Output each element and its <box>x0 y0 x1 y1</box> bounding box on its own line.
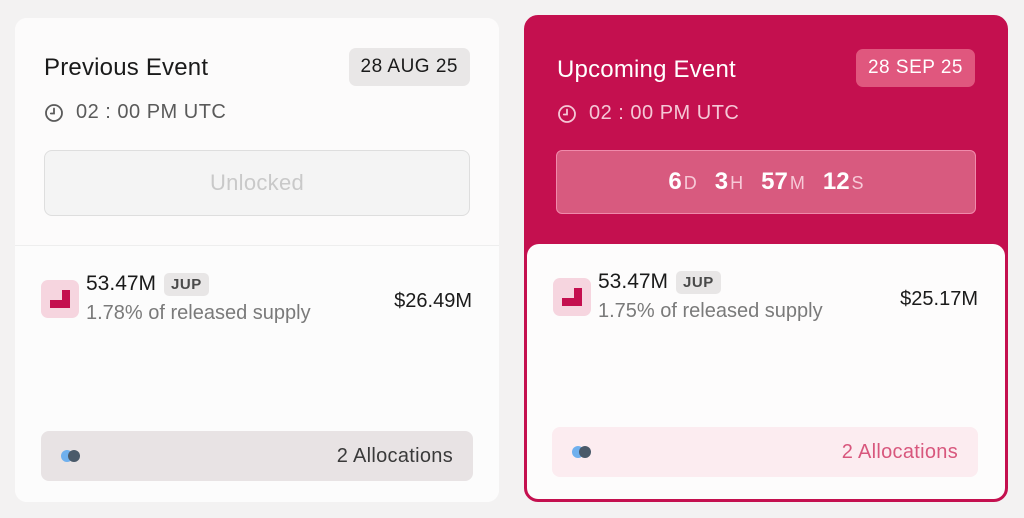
previous-event-card: Previous Event 28 AUG 25 02 : 00 PM UTC … <box>15 18 499 502</box>
jup-token-icon <box>553 278 591 316</box>
jup-token-icon <box>41 280 79 318</box>
upcoming-event-title: Upcoming Event <box>557 56 736 83</box>
upcoming-allocations-button[interactable]: 2 Allocations <box>552 427 978 477</box>
previous-allocations-label: 2 Allocations <box>336 444 453 467</box>
previous-allocations-button[interactable]: 2 Allocations <box>41 431 473 481</box>
previous-event-header: Previous Event 28 AUG 25 02 : 00 PM UTC … <box>15 18 499 246</box>
previous-amount: 53.47M <box>86 272 157 295</box>
upcoming-event-date-badge: 28 SEP 25 <box>855 49 975 87</box>
allocation-dots-icon <box>572 446 591 458</box>
unlocked-status-button[interactable]: Unlocked <box>44 150 470 216</box>
allocation-dots-icon <box>61 450 80 462</box>
upcoming-event-header: Upcoming Event 28 SEP 25 02 : 00 PM UTC … <box>527 18 1005 244</box>
previous-token-badge: JUP <box>164 272 209 296</box>
previous-event-date-badge: 28 AUG 25 <box>348 48 470 86</box>
clock-icon <box>44 103 64 123</box>
countdown-minutes: 57 M <box>761 168 805 195</box>
previous-event-title: Previous Event <box>44 54 209 81</box>
upcoming-event-details: 53.47M JUP 1.75% of released supply $25.… <box>527 244 1005 499</box>
previous-amount-line: 53.47M JUP <box>86 272 209 296</box>
upcoming-allocations-label: 2 Allocations <box>841 440 958 463</box>
upcoming-token-badge: JUP <box>676 270 721 294</box>
upcoming-amount-line: 53.47M JUP <box>598 270 721 294</box>
upcoming-event-card: Upcoming Event 28 SEP 25 02 : 00 PM UTC … <box>524 15 1008 502</box>
upcoming-supply-text: 1.75% of released supply <box>598 300 823 322</box>
previous-usd-value: $26.49M <box>394 290 472 312</box>
upcoming-event-time-text: 02 : 00 PM UTC <box>589 102 740 124</box>
clock-icon <box>557 104 577 124</box>
previous-event-details: 53.47M JUP 1.78% of released supply $26.… <box>15 246 499 502</box>
upcoming-event-time: 02 : 00 PM UTC <box>557 102 739 125</box>
upcoming-usd-value: $25.17M <box>900 288 978 310</box>
countdown-seconds: 12 S <box>822 168 864 195</box>
previous-event-time: 02 : 00 PM UTC <box>44 101 226 124</box>
previous-event-time-text: 02 : 00 PM UTC <box>76 101 227 123</box>
upcoming-amount: 53.47M <box>598 270 669 293</box>
previous-supply-text: 1.78% of released supply <box>86 302 311 324</box>
